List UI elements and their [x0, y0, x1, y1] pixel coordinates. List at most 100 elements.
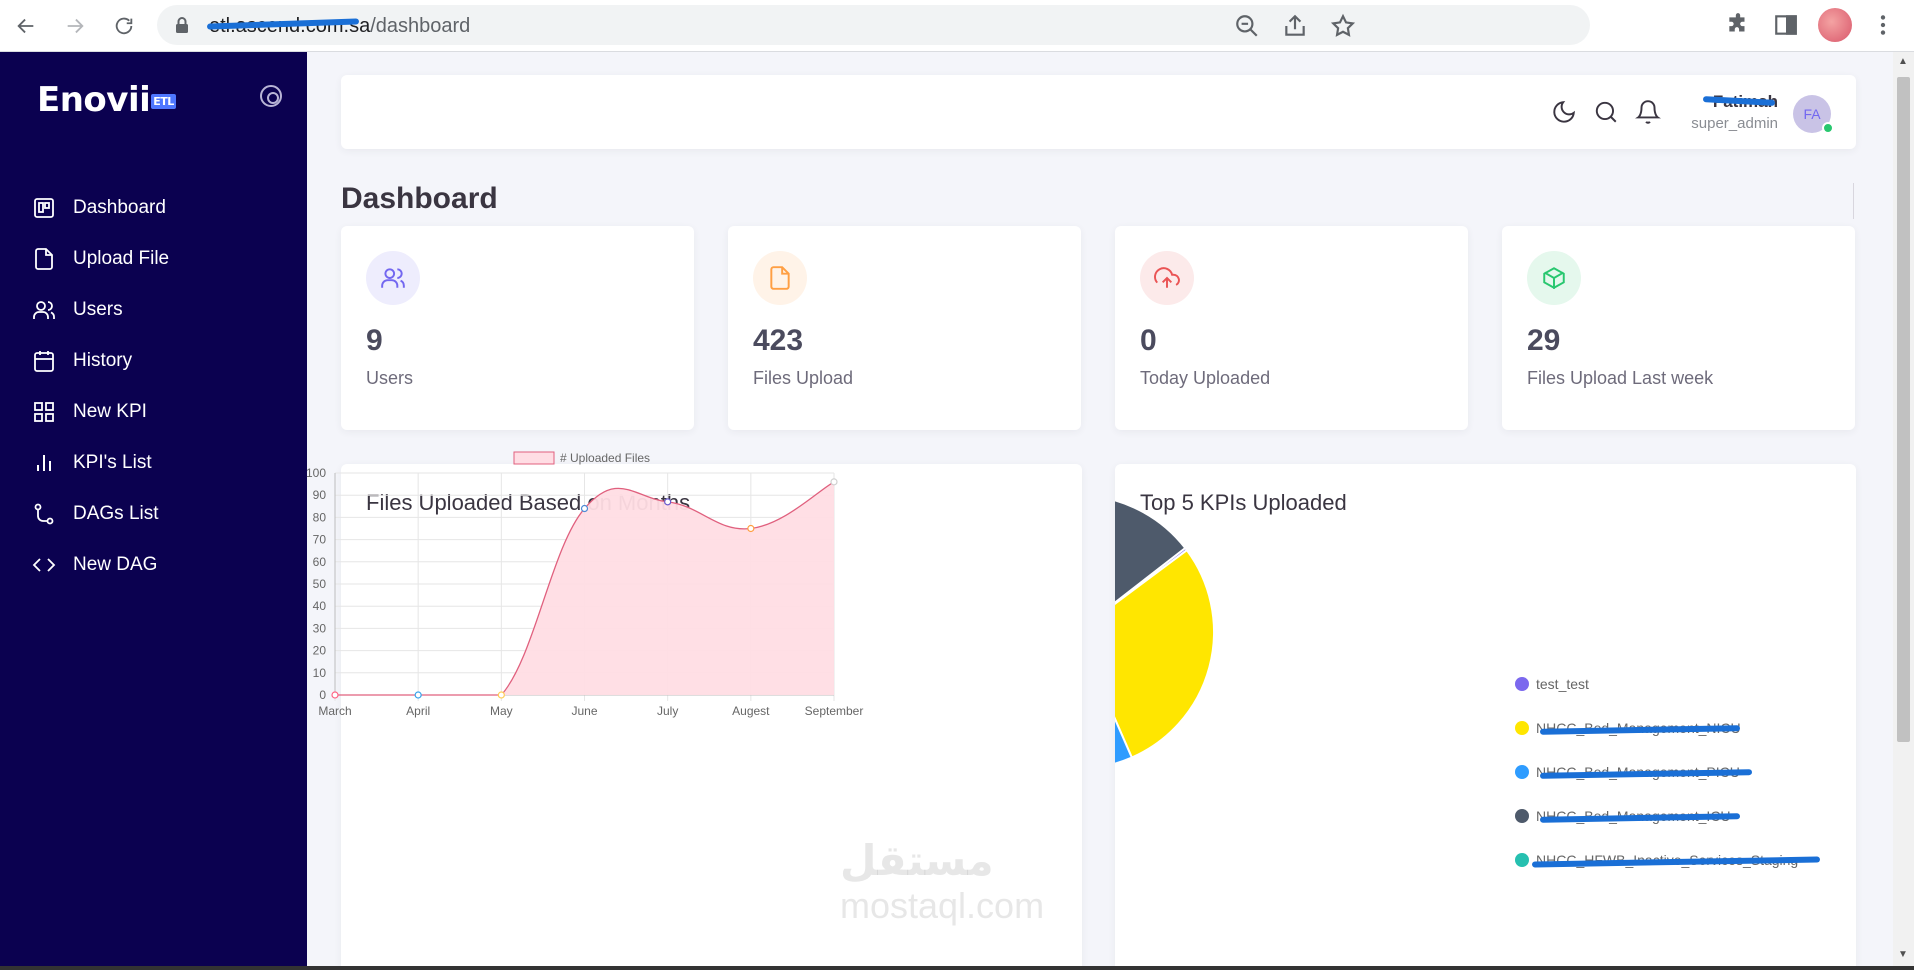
browser-toolbar: etl.ascend.com.sa/dashboard [0, 0, 1914, 52]
pie-chart [1115, 499, 1215, 765]
legend-label: # Uploaded Files [560, 451, 650, 465]
y-tick-label: 50 [313, 577, 327, 591]
sidebar-item-label: Upload File [73, 247, 170, 269]
top-header: Fatimah super_admin FA [341, 75, 1856, 149]
y-tick-label: 70 [313, 533, 327, 547]
y-tick-label: 40 [313, 599, 327, 613]
area-fill [335, 481, 834, 695]
stat-card-last-week: 29 Files Upload Last week [1502, 226, 1855, 430]
sidebar-item-kpis-list[interactable]: KPI's List [0, 437, 307, 488]
sidebar-collapse-icon[interactable] [260, 85, 282, 107]
share-icon[interactable] [1282, 13, 1308, 39]
y-tick-label: 80 [313, 510, 327, 524]
git-branch-icon [34, 503, 54, 524]
y-tick-label: 30 [313, 621, 327, 635]
moon-icon[interactable] [1551, 99, 1577, 125]
pie-slice [1115, 716, 1134, 765]
app-logo[interactable]: Enovii ETL [37, 80, 176, 120]
search-icon[interactable] [1593, 99, 1619, 125]
kebab-menu-icon[interactable] [1870, 12, 1896, 38]
side-panel-icon[interactable] [1773, 12, 1799, 38]
sidebar-item-label: Dashboard [73, 196, 166, 218]
logo-badge: ETL [151, 94, 176, 109]
stat-value: 9 [366, 324, 383, 357]
users-icon [366, 251, 420, 305]
line-chart: 0 10 20 30 40 50 60 70 80 90 100 March April May June J… [306, 451, 863, 718]
legend-dot [1515, 809, 1529, 823]
stat-label: Users [366, 368, 414, 388]
scroll-up-icon[interactable]: ▲ [1898, 56, 1908, 67]
data-point [747, 524, 755, 533]
upload-cloud-icon [1140, 251, 1194, 305]
package-icon [1527, 251, 1581, 305]
y-tick-label: 20 [313, 644, 327, 658]
x-tick-label: March [318, 704, 351, 718]
legend-dot [1515, 677, 1529, 691]
x-tick-label: July [657, 704, 678, 718]
pie-slice [1115, 499, 1187, 604]
bookmark-star-icon[interactable] [1330, 13, 1356, 39]
x-tick-label: May [490, 704, 513, 718]
logo-text: Enovii [37, 80, 151, 120]
sidebar-item-label: New DAG [73, 553, 158, 575]
pie-chart-card: Top 5 KPIs Uploaded [1115, 464, 1856, 970]
x-tick-label: June [571, 704, 597, 718]
bar-chart-icon [37, 454, 51, 471]
url-path: /dashboard [370, 15, 471, 37]
code-icon [32, 557, 56, 572]
divider [1853, 183, 1854, 219]
legend-label: test_test [1536, 676, 1589, 692]
user-role: super_admin [1691, 115, 1778, 132]
dashboard-icon [34, 197, 54, 218]
scrollbar-thumb[interactable] [1897, 77, 1910, 742]
file-icon [753, 251, 807, 305]
stat-value: 29 [1527, 324, 1561, 357]
data-point [331, 691, 339, 699]
extensions-puzzle-icon[interactable] [1725, 12, 1751, 38]
sidebar-item-label: DAGs List [73, 502, 159, 524]
sidebar-item-dags-list[interactable]: DAGs List [0, 488, 307, 539]
calendar-icon [34, 350, 54, 372]
x-tick-label: Augest [732, 704, 770, 718]
sidebar-item-new-kpi[interactable]: New KPI [0, 386, 307, 437]
page-scrollbar[interactable]: ▲ ▼ [1893, 52, 1914, 970]
reload-icon[interactable] [108, 10, 140, 42]
y-tick-label: 90 [313, 488, 327, 502]
stat-value: 423 [753, 324, 804, 357]
legend-dot [1515, 853, 1529, 867]
sidebar-item-upload-file[interactable]: Upload File [0, 233, 307, 284]
stat-card-files-upload: 423 Files Upload [728, 226, 1081, 430]
data-point [830, 478, 838, 486]
data-point [497, 691, 505, 699]
online-status-badge [1822, 122, 1834, 134]
legend-item[interactable]: test_test [1515, 676, 1589, 692]
sidebar-item-history[interactable]: History [0, 335, 307, 386]
forward-arrow-icon[interactable] [59, 10, 91, 42]
grid-icon [34, 401, 54, 422]
watermark-arabic: مستقل [840, 837, 994, 884]
stat-card-users: 9 Users [341, 226, 694, 430]
scroll-down-icon[interactable]: ▼ [1898, 949, 1908, 960]
sidebar-item-dashboard[interactable]: Dashboard [0, 182, 307, 233]
sidebar-item-new-dag[interactable]: New DAG [0, 539, 307, 590]
back-arrow-icon[interactable] [10, 10, 42, 42]
legend-dot [1515, 765, 1529, 779]
sidebar-item-users[interactable]: Users [0, 284, 307, 335]
browser-profile-avatar[interactable] [1818, 8, 1852, 42]
zoom-out-icon[interactable] [1234, 13, 1260, 39]
pie-slice [1115, 548, 1215, 759]
y-tick-label: 0 [319, 688, 326, 702]
sidebar-item-label: History [73, 349, 133, 371]
stat-value: 0 [1140, 324, 1157, 357]
bell-icon[interactable] [1635, 99, 1661, 125]
sidebar-menu: Dashboard Upload File Users History New … [0, 182, 307, 590]
users-icon [33, 300, 55, 319]
data-point [414, 691, 422, 699]
data-point [580, 504, 589, 513]
lock-icon [176, 17, 188, 33]
file-icon [35, 247, 53, 270]
y-tick-label: 100 [306, 466, 326, 480]
sidebar-item-label: Users [73, 298, 123, 320]
taskbar-edge [0, 966, 1914, 970]
address-bar[interactable]: etl.ascend.com.sa/dashboard [157, 5, 1590, 45]
